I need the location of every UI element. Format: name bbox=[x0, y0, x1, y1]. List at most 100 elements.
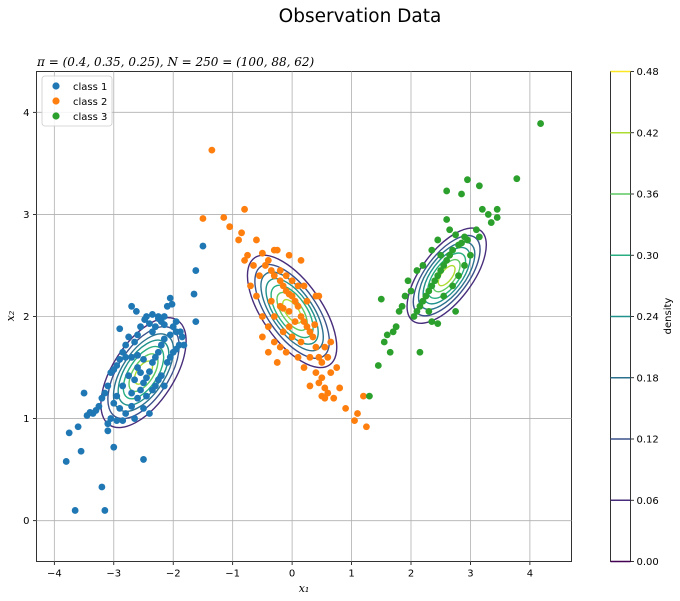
point-class-1 bbox=[160, 382, 168, 390]
point-class-2 bbox=[333, 364, 341, 371]
point-class-1 bbox=[74, 423, 82, 431]
point-class-2 bbox=[300, 282, 308, 290]
point-class-1 bbox=[132, 307, 140, 315]
point-class-3 bbox=[413, 307, 421, 315]
point-class-3 bbox=[537, 120, 544, 127]
point-class-2 bbox=[297, 313, 305, 320]
point-class-2 bbox=[235, 236, 243, 244]
point-class-2 bbox=[267, 267, 275, 274]
point-class-3 bbox=[449, 246, 457, 254]
point-class-2 bbox=[297, 338, 305, 346]
x-tick-label: −4 bbox=[47, 569, 62, 580]
point-class-1 bbox=[134, 364, 141, 371]
point-class-3 bbox=[455, 272, 462, 280]
point-class-2 bbox=[253, 236, 260, 244]
point-class-1 bbox=[154, 348, 162, 356]
point-class-3 bbox=[401, 292, 409, 300]
point-class-3 bbox=[461, 233, 468, 241]
point-class-2 bbox=[306, 382, 314, 390]
contour-class-2 bbox=[254, 263, 331, 360]
point-class-2 bbox=[291, 318, 299, 326]
point-class-3 bbox=[493, 214, 501, 221]
point-class-3 bbox=[428, 246, 436, 254]
legend-box bbox=[41, 75, 113, 127]
point-class-1 bbox=[62, 458, 70, 465]
point-class-2 bbox=[294, 282, 302, 290]
point-class-2 bbox=[241, 205, 248, 213]
point-class-3 bbox=[446, 226, 454, 234]
point-class-1 bbox=[113, 417, 121, 425]
x-tick-label: 0 bbox=[289, 569, 295, 580]
point-class-3 bbox=[419, 262, 427, 269]
point-class-2 bbox=[279, 282, 287, 290]
point-class-1 bbox=[137, 323, 144, 331]
y-tick-label: 1 bbox=[23, 414, 29, 425]
point-class-2 bbox=[273, 246, 281, 254]
point-class-2 bbox=[312, 369, 320, 377]
point-class-1 bbox=[128, 402, 136, 410]
point-class-1 bbox=[172, 328, 180, 336]
x-tick-label: −1 bbox=[225, 569, 240, 580]
x-tick-label: −2 bbox=[166, 569, 181, 580]
point-class-2 bbox=[273, 359, 281, 366]
point-class-2 bbox=[330, 394, 338, 402]
point-class-3 bbox=[437, 251, 445, 259]
point-class-1 bbox=[192, 318, 200, 326]
point-class-1 bbox=[122, 410, 130, 417]
point-class-1 bbox=[180, 341, 188, 349]
point-class-2 bbox=[199, 215, 207, 222]
data-points bbox=[62, 120, 544, 514]
point-class-1 bbox=[104, 420, 112, 428]
point-class-1 bbox=[151, 382, 159, 390]
point-class-1 bbox=[163, 359, 171, 366]
point-class-1 bbox=[143, 392, 150, 400]
contour-class-2 bbox=[270, 284, 314, 339]
point-class-2 bbox=[315, 292, 323, 300]
point-class-2 bbox=[258, 249, 266, 257]
point-class-3 bbox=[440, 262, 448, 269]
point-class-3 bbox=[392, 323, 400, 331]
point-class-1 bbox=[80, 389, 88, 397]
point-class-1 bbox=[104, 427, 112, 435]
legend-label: class 2 bbox=[73, 97, 107, 108]
point-class-1 bbox=[166, 353, 174, 361]
x-tick-label: 1 bbox=[348, 569, 354, 580]
point-class-1 bbox=[107, 369, 115, 377]
point-class-1 bbox=[140, 456, 147, 463]
y-axis-ticks: 0 1 2 3 4 bbox=[23, 108, 37, 527]
colorbar-tick-label: 0.36 bbox=[637, 190, 659, 201]
point-class-3 bbox=[452, 307, 459, 315]
point-class-2 bbox=[276, 267, 284, 274]
point-class-1 bbox=[146, 320, 153, 328]
point-class-1 bbox=[160, 321, 168, 329]
point-class-3 bbox=[419, 297, 427, 305]
point-class-1 bbox=[151, 323, 159, 331]
point-class-2 bbox=[311, 321, 319, 329]
point-class-2 bbox=[294, 302, 302, 310]
point-class-1 bbox=[143, 374, 150, 382]
point-class-2 bbox=[324, 389, 332, 397]
point-class-3 bbox=[380, 338, 388, 346]
point-class-1 bbox=[175, 341, 183, 349]
point-class-3 bbox=[467, 251, 474, 259]
point-class-2 bbox=[258, 333, 266, 341]
point-class-3 bbox=[425, 307, 433, 315]
point-class-3 bbox=[434, 272, 442, 280]
point-class-1 bbox=[157, 341, 165, 349]
point-class-2 bbox=[220, 214, 228, 221]
point-class-2 bbox=[306, 328, 314, 336]
point-class-2 bbox=[285, 251, 293, 259]
y-tick-label: 4 bbox=[23, 108, 29, 119]
point-class-2 bbox=[354, 410, 361, 417]
point-class-3 bbox=[428, 282, 436, 290]
point-class-3 bbox=[437, 267, 445, 274]
point-class-2 bbox=[208, 146, 216, 154]
point-class-2 bbox=[351, 417, 358, 425]
point-class-2 bbox=[318, 374, 326, 382]
point-class-2 bbox=[256, 272, 263, 280]
point-class-1 bbox=[107, 415, 115, 422]
point-class-2 bbox=[300, 364, 308, 371]
legend-label: class 3 bbox=[73, 112, 107, 123]
point-class-3 bbox=[458, 190, 465, 198]
point-class-1 bbox=[110, 399, 118, 407]
